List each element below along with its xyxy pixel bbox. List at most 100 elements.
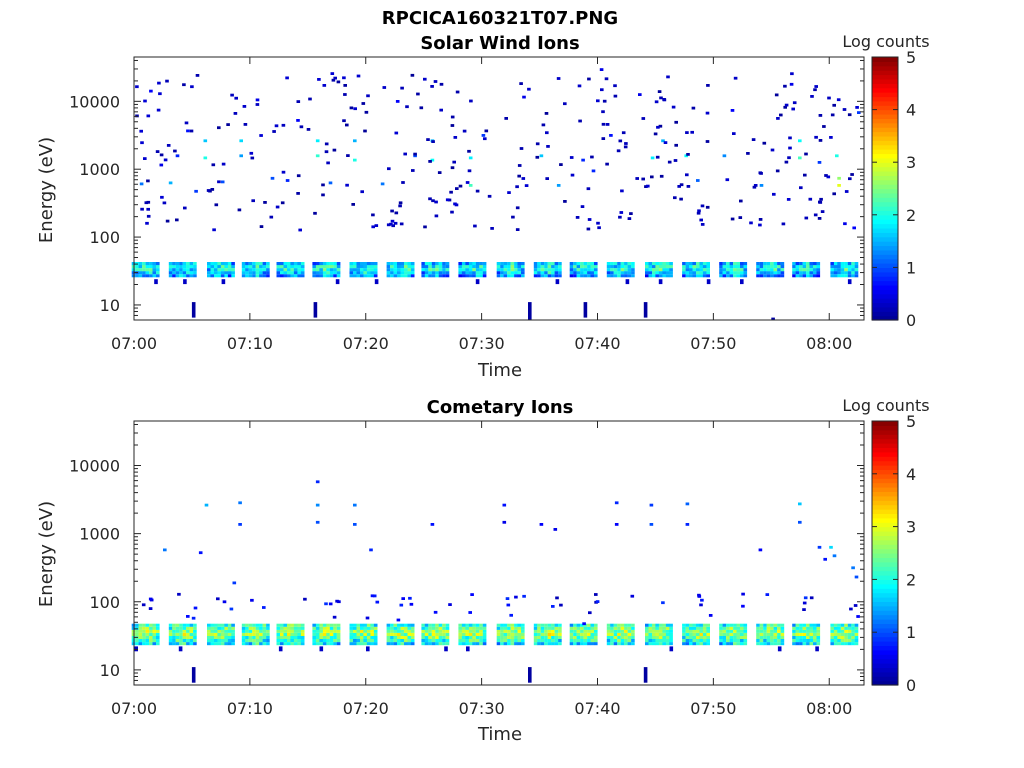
heatmap-bin [517, 642, 522, 646]
heatmap-bin [363, 129, 367, 133]
heatmap-bin [816, 271, 821, 275]
heatmap-bin [780, 629, 785, 633]
heatmap-bin [290, 271, 294, 275]
heatmap-bin [594, 629, 598, 633]
colorbar-segment [872, 100, 898, 106]
heatmap-bin [547, 626, 552, 630]
heatmap-bin [844, 642, 848, 646]
heatmap-bin [255, 271, 260, 275]
heatmap-bin [740, 639, 744, 643]
heatmap-bin [573, 268, 577, 272]
heatmap-bin [780, 268, 785, 272]
heatmap-bin [276, 265, 281, 269]
heatmap-bin [696, 265, 700, 269]
heatmap-bin [604, 77, 609, 81]
heatmap-bin [224, 635, 228, 639]
heatmap-bin [156, 635, 160, 639]
heatmap-bin [692, 274, 697, 278]
heatmap-bin [813, 213, 818, 217]
heatmap-bin [551, 626, 555, 630]
heatmap-bin [248, 629, 253, 633]
heatmap-bin [142, 639, 146, 643]
heatmap-bin [155, 150, 160, 153]
colorbar-segment [872, 667, 898, 673]
heatmap-bin [349, 639, 354, 643]
heatmap-bin [442, 639, 446, 643]
heatmap-bin [315, 623, 320, 627]
heatmap-bin [798, 520, 802, 524]
heatmap-bin [438, 265, 443, 269]
x-tick-label: 08:00 [806, 334, 852, 353]
heatmap-bin [390, 268, 394, 272]
colorbar-segment [872, 131, 898, 137]
heatmap-bin [665, 639, 670, 643]
heatmap-bin [665, 629, 670, 633]
heatmap-bin [189, 626, 194, 630]
heatmap-bin [353, 503, 357, 507]
heatmap-bin [435, 623, 439, 627]
heatmap-bin [759, 626, 764, 630]
heatmap-bin [702, 632, 707, 636]
heatmap-bin [649, 523, 654, 526]
heatmap-bin [175, 632, 180, 636]
heatmap-bin [669, 635, 673, 639]
heatmap-bin [366, 642, 371, 646]
heatmap-bin [795, 623, 800, 627]
colorbar-segment [872, 601, 898, 607]
heatmap-bin [669, 642, 673, 646]
heatmap-bin [461, 626, 466, 630]
heatmap-bin [434, 200, 438, 204]
plot-area: 07:00 07:10 07:20 07:30 07:40 07:50 08:0010100… [69, 420, 865, 718]
heatmap-bin [652, 639, 656, 643]
heatmap-bin [138, 639, 143, 643]
heatmap-bin [777, 265, 781, 269]
heatmap-bin [753, 184, 758, 187]
colorbar-segment [872, 539, 898, 545]
heatmap-bin [722, 642, 727, 646]
heatmap-bin [431, 635, 436, 639]
colorbar-segment [872, 636, 898, 642]
heatmap-bin [410, 271, 415, 275]
heatmap-bin [627, 635, 632, 639]
heatmap-bin [514, 632, 518, 636]
heatmap-bin [500, 271, 504, 275]
heatmap-bin [610, 268, 614, 272]
heatmap-bin [685, 173, 689, 177]
heatmap-bin [458, 262, 462, 266]
heatmap-bin [445, 623, 450, 627]
heatmap-bin [690, 130, 694, 134]
heatmap-bin [699, 635, 704, 639]
colorbar-tick-label: 0 [906, 676, 916, 695]
heatmap-bin [245, 629, 249, 633]
heatmap-bin [401, 181, 405, 184]
heatmap-bin [853, 604, 858, 607]
colorbar-segment [872, 425, 898, 431]
heatmap-bin [214, 274, 218, 278]
heatmap-bin [496, 629, 501, 633]
heatmap-bin [780, 635, 785, 639]
heatmap-bin [396, 618, 401, 622]
heatmap-bin [545, 131, 549, 135]
heatmap-bin [759, 271, 764, 275]
heatmap-bin [337, 600, 341, 604]
heatmap-bin [588, 611, 592, 615]
heatmap-bin [624, 274, 628, 278]
heatmap-bin [217, 262, 221, 266]
heatmap-bin [172, 632, 176, 636]
heatmap-bin [851, 268, 855, 272]
heatmap-bin [510, 262, 515, 266]
heatmap-bin [645, 629, 649, 633]
heatmap-bin [631, 262, 635, 266]
heatmap-bin [363, 262, 367, 266]
heatmap-bin [610, 274, 614, 278]
heatmap-bin [290, 623, 294, 627]
heatmap-bin [840, 274, 845, 278]
heatmap-bin [373, 635, 378, 639]
heatmap-bin [482, 642, 487, 646]
heatmap-bin [329, 635, 334, 639]
heatmap-bin [606, 623, 611, 627]
heatmap-bin [500, 623, 504, 627]
heatmap-bin [844, 629, 848, 633]
heatmap-bin [280, 626, 284, 630]
colorbar-frame [871, 56, 899, 321]
